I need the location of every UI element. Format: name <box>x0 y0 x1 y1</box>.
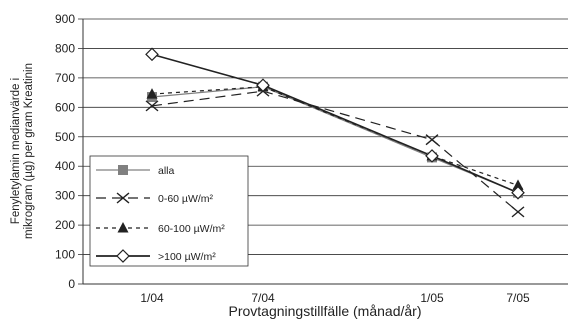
y-tick-label: 400 <box>55 159 75 173</box>
x-tick-label: 7/04 <box>251 291 275 305</box>
x-tick-label: 7/05 <box>506 291 530 305</box>
legend-label: 60-100 µW/m² <box>158 223 225 235</box>
y-axis-title-line-1: Fenyletylamin medianvärde i <box>10 78 22 224</box>
data-point <box>146 88 158 99</box>
axis-labels: Provtagningstillfälle (månad/år) Fenylet… <box>10 63 421 319</box>
y-tick-label: 900 <box>55 12 75 26</box>
legend-marker <box>116 249 130 263</box>
data-point <box>511 206 525 218</box>
data-point <box>511 185 525 200</box>
series-line-4 <box>151 53 519 194</box>
y-axis-title-line-2: mikrogram (µg) per gram Kreatinin <box>23 63 35 239</box>
legend-label: >100 µW/m² <box>158 251 216 263</box>
y-tick-label: 800 <box>55 41 75 55</box>
y-tick-label: 700 <box>55 71 75 85</box>
x-tick-label: 1/04 <box>140 291 164 305</box>
series-lines <box>145 47 525 218</box>
data-point <box>145 100 159 112</box>
legend-box <box>89 155 249 267</box>
data-point <box>256 78 270 93</box>
y-tick-label: 0 <box>68 277 75 291</box>
y-tick-label: 500 <box>55 130 75 144</box>
data-point <box>425 134 439 146</box>
legend-marker <box>118 165 128 175</box>
legend-label: alla <box>158 165 175 177</box>
y-tick-label: 200 <box>55 218 75 232</box>
data-point <box>425 149 439 163</box>
data-point <box>145 47 159 62</box>
y-tick-label: 600 <box>55 100 75 114</box>
axes: 0 100 200 300 400 500 600 700 800 900 1/04 7/04 1/05… <box>55 12 568 305</box>
legend: alla 0-60 µW/m² 60-100 µW/m² >100 µW/m² <box>89 155 249 267</box>
y-tick-label: 100 <box>55 248 75 262</box>
legend-marker <box>117 222 129 233</box>
x-axis-title: Provtagningstillfälle (månad/år) <box>229 303 422 319</box>
data-point <box>512 179 524 190</box>
y-tick-label: 300 <box>55 189 75 203</box>
legend-label: 0-60 µW/m² <box>158 193 214 205</box>
legend-marker <box>116 192 130 204</box>
x-tick-label: 1/05 <box>420 291 444 305</box>
series-line-2 <box>151 90 519 213</box>
